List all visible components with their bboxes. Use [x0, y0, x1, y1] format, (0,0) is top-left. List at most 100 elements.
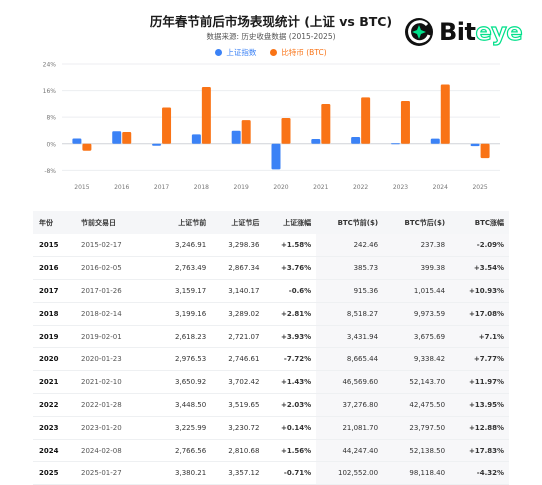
- cell-btc-after: 52,138.50: [383, 439, 451, 463]
- cell-year: 2021: [33, 370, 73, 395]
- y-tick-label: 0%: [46, 141, 56, 148]
- cell-sse-change: +0.14%: [264, 416, 317, 440]
- cell-year: 2016: [33, 256, 73, 281]
- bar-sse: [112, 131, 122, 144]
- table-header-row: 年份 节前交易日 上证节前 上证节后 上证涨幅 BTC节前($) BTC节后($…: [33, 211, 509, 234]
- cell-btc-before: 8,518.27: [316, 302, 384, 326]
- cell-btc-after: 23,797.50: [383, 416, 451, 440]
- biteye-logo: Biteye: [403, 14, 523, 50]
- cell-btc-change: +17.83%: [450, 439, 509, 463]
- table-row: 2025 2025-01-27 3,380.21 3,357.12 -0.71% 102,…: [33, 461, 509, 485]
- y-tick-label: 24%: [43, 62, 57, 69]
- cell-sse-change: +2.03%: [264, 393, 317, 417]
- cell-year: 2025: [33, 461, 73, 485]
- cell-date: 2019-02-01: [73, 325, 158, 349]
- cell-date: 2017-01-26: [73, 279, 158, 303]
- cell-btc-change: +11.97%: [450, 370, 509, 395]
- cell-date: 2018-02-14: [73, 302, 158, 326]
- cell-sse-change: -0.71%: [264, 461, 317, 485]
- cell-btc-after: 98,118.40: [383, 461, 451, 485]
- col-header-btc-after: BTC节后($): [383, 211, 451, 234]
- legend-label-btc: 比特币 (BTC): [281, 48, 327, 57]
- cell-sse-change: +3.93%: [264, 325, 317, 349]
- legend-label-sse: 上证指数: [226, 48, 257, 57]
- cell-sse-before: 3,380.21: [158, 461, 212, 485]
- cell-sse-before: 2,618.23: [158, 325, 212, 349]
- bar-sse: [470, 143, 480, 147]
- col-header-sse-before: 上证节前: [158, 211, 212, 234]
- bar-sse: [191, 134, 201, 144]
- cell-date: 2022-01-28: [73, 393, 158, 417]
- cell-sse-after: 3,230.72: [211, 416, 265, 440]
- cell-sse-after: 3,289.02: [211, 302, 265, 326]
- x-tick-label: 2017: [154, 184, 169, 191]
- cell-sse-change: +1.43%: [264, 370, 317, 395]
- legend-swatch-btc: [270, 49, 278, 56]
- bar-btc: [241, 120, 251, 144]
- bar-btc: [361, 97, 371, 144]
- cell-sse-after: 2,746.61: [211, 347, 265, 372]
- cell-btc-before: 915.36: [316, 279, 384, 303]
- table-row: 2022 2022-01-28 3,448.50 3,519.65 +2.03% 37,2…: [33, 393, 509, 417]
- bar-btc: [82, 143, 92, 151]
- cell-btc-before: 102,552.00: [316, 461, 384, 485]
- table-row: 2024 2024-02-08 2,766.56 2,810.68 +1.56% 44,2…: [33, 439, 509, 463]
- chart-subtitle: 数据来源: 历史收盘数据 (2015-2025): [206, 32, 336, 41]
- cell-sse-change: +1.58%: [264, 234, 317, 258]
- cell-btc-before: 44,247.40: [316, 439, 384, 463]
- cell-sse-before: 3,225.99: [158, 416, 212, 440]
- chart-legend: 上证指数 比特币 (BTC): [0, 47, 542, 58]
- y-tick-label: 8%: [46, 115, 56, 122]
- cell-sse-before: 3,448.50: [158, 393, 212, 417]
- bar-sse: [390, 143, 400, 145]
- legend-item-sse[interactable]: 上证指数: [215, 47, 256, 58]
- cell-btc-before: 46,569.60: [316, 370, 384, 395]
- table-row: 2015 2015-02-17 3,246.91 3,298.36 +1.58% 242.…: [33, 234, 509, 258]
- bar-sse: [311, 139, 321, 144]
- col-header-sse-after: 上证节后: [211, 211, 265, 234]
- cell-year: 2019: [33, 325, 73, 349]
- cell-btc-change: +7.77%: [450, 347, 509, 372]
- cell-sse-before: 3,246.91: [158, 234, 212, 258]
- bar-btc: [440, 84, 450, 144]
- cell-year: 2022: [33, 393, 73, 417]
- cell-btc-after: 42,475.50: [383, 393, 451, 417]
- cell-btc-change: -2.09%: [450, 234, 509, 258]
- cell-sse-change: -7.72%: [264, 347, 317, 372]
- x-tick-label: 2020: [273, 184, 288, 191]
- bar-sse: [152, 143, 162, 146]
- bar-sse: [351, 137, 361, 144]
- cell-date: 2023-01-20: [73, 416, 158, 440]
- cell-date: 2016-02-05: [73, 256, 158, 281]
- bar-sse: [271, 143, 281, 170]
- cell-sse-before: 3,199.16: [158, 302, 212, 326]
- bar-sse: [430, 138, 440, 144]
- bar-sse: [231, 130, 241, 144]
- cell-sse-after: 3,702.42: [211, 370, 265, 395]
- cell-sse-after: 3,298.36: [211, 234, 265, 258]
- bar-btc: [480, 143, 490, 159]
- cell-date: 2021-02-10: [73, 370, 158, 395]
- cell-btc-change: +12.88%: [450, 416, 509, 440]
- y-tick-label: 16%: [43, 88, 57, 95]
- legend-item-btc[interactable]: 比特币 (BTC): [270, 47, 327, 58]
- x-tick-label: 2016: [114, 184, 129, 191]
- col-header-year: 年份: [33, 211, 73, 234]
- cell-btc-after: 237.38: [383, 234, 451, 258]
- y-tick-label: -8%: [44, 168, 56, 175]
- cell-sse-after: 3,519.65: [211, 393, 265, 417]
- bar-btc: [281, 117, 291, 144]
- cell-year: 2018: [33, 302, 73, 326]
- cell-btc-after: 3,675.69: [383, 325, 451, 349]
- cell-btc-change: +13.95%: [450, 393, 509, 417]
- table-row: 2017 2017-01-26 3,159.17 3,140.17 -0.6% 915.3…: [33, 279, 509, 303]
- x-tick-label: 2022: [353, 184, 368, 191]
- cell-btc-before: 21,081.70: [316, 416, 384, 440]
- cell-year: 2015: [33, 234, 73, 258]
- x-tick-label: 2023: [393, 184, 408, 191]
- cell-btc-before: 242.46: [316, 234, 384, 258]
- bar-btc: [122, 131, 132, 144]
- bar-btc: [400, 100, 410, 144]
- bar-btc: [162, 107, 172, 144]
- legend-swatch-sse: [215, 49, 223, 56]
